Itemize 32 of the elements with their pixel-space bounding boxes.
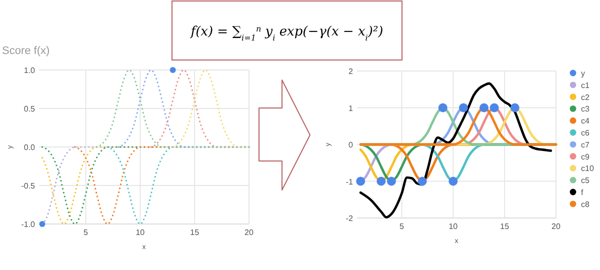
legend-label: c6: [581, 128, 590, 138]
y-tick-label: -0.5: [21, 182, 36, 190]
legend-label: c1: [581, 80, 590, 90]
x-tick-label: 20: [552, 222, 561, 231]
y-tick-label: 1: [348, 104, 354, 113]
legend-label: f: [581, 188, 584, 197]
x-tick-label: 10: [448, 222, 458, 231]
legend-label: c9: [581, 152, 590, 162]
legend-label: c5: [581, 176, 590, 186]
x-tick-label: 15: [190, 228, 200, 237]
legend-label: c2: [581, 92, 590, 102]
y-tick-label: 0.0: [24, 143, 36, 152]
y-tick-label: 0.5: [24, 104, 36, 114]
y-tick-label: 2: [348, 67, 354, 76]
x-tick-label: 5: [84, 228, 89, 237]
y-tick-label: -1: [346, 177, 354, 186]
y-tick-label: -2: [346, 214, 354, 223]
legend-label: c3: [581, 104, 590, 114]
legend-label: c8: [581, 200, 590, 209]
y-tick-label: 0: [348, 140, 354, 150]
x-tick-label: 20: [244, 228, 254, 237]
legend-label: c4: [581, 116, 590, 126]
y-tick-label: -1.0: [21, 220, 36, 229]
x-tick-label: 5: [400, 222, 405, 231]
legend-label: c7: [581, 140, 590, 150]
x-tick-label: 10: [136, 228, 146, 237]
chart-title: Score f(x): [2, 45, 50, 57]
x-tick-label: 15: [500, 222, 510, 231]
legend-label: y: [581, 69, 585, 78]
text: f(x) = ∑$_{i=1}$$^{n}$ y$_{i}$ exp(−γ(x − x$_{i}$)²): [190, 24, 384, 42]
legend-label: c10: [581, 164, 594, 174]
y-tick-label: 1.0: [24, 66, 36, 75]
